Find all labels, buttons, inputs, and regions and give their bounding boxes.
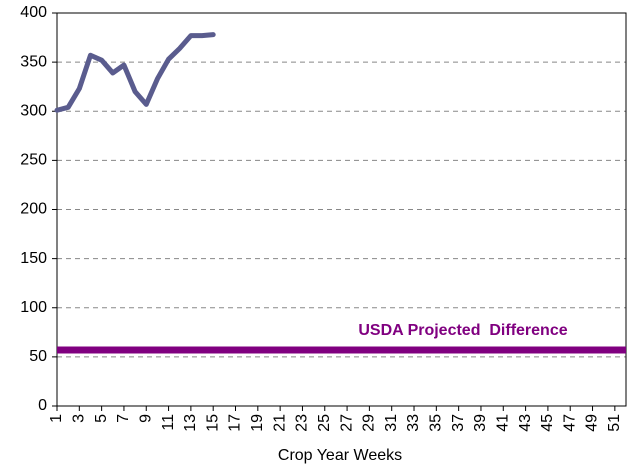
- x-tick-label: 7: [115, 414, 132, 423]
- x-tick-label: 43: [517, 414, 534, 432]
- plot-frame: [56, 12, 627, 407]
- x-tick-label: 3: [71, 414, 88, 423]
- x-tick-label: 33: [405, 414, 422, 432]
- x-tick-label: 13: [182, 414, 199, 432]
- x-tick-label: 39: [472, 414, 489, 432]
- x-tick-label: 51: [606, 414, 623, 432]
- y-tick-label: 200: [20, 201, 47, 218]
- x-tick-label: 17: [227, 414, 244, 432]
- y-tick-label: 400: [20, 4, 47, 21]
- x-tick-label: 9: [137, 414, 154, 423]
- y-tick-label: 150: [20, 250, 47, 267]
- x-tick-label: 19: [249, 414, 266, 432]
- x-tick-label: 35: [428, 414, 445, 432]
- x-tick-label: 5: [93, 414, 110, 423]
- x-tick-label: 49: [584, 414, 601, 432]
- x-tick-label: 29: [361, 414, 378, 432]
- x-tick-label: 45: [539, 414, 556, 432]
- x-axis-label: Crop Year Weeks: [278, 447, 402, 464]
- x-tick-label: 21: [271, 414, 288, 432]
- y-tick-label: 350: [20, 53, 47, 70]
- data-line: [54, 32, 216, 113]
- x-tick-label: 25: [316, 414, 333, 432]
- x-tick-label: 11: [160, 414, 177, 431]
- x-tick-label: 37: [450, 414, 467, 432]
- y-tick-label: 300: [20, 102, 47, 119]
- x-tick-label: 41: [494, 414, 511, 432]
- y-tick-label: 0: [38, 397, 47, 414]
- y-tick-label: 250: [20, 152, 47, 169]
- y-tick-label: 100: [20, 299, 47, 316]
- x-tick-label: 23: [294, 414, 311, 432]
- x-tick-label: 27: [338, 414, 355, 432]
- y-tick-label: 50: [29, 348, 47, 365]
- x-tick-label: 31: [383, 414, 400, 432]
- reference-label: USDA Projected Difference: [358, 322, 567, 339]
- x-tick-label: 47: [561, 414, 578, 432]
- x-tick-label: 15: [204, 414, 221, 432]
- x-tick-label: 1: [48, 414, 65, 423]
